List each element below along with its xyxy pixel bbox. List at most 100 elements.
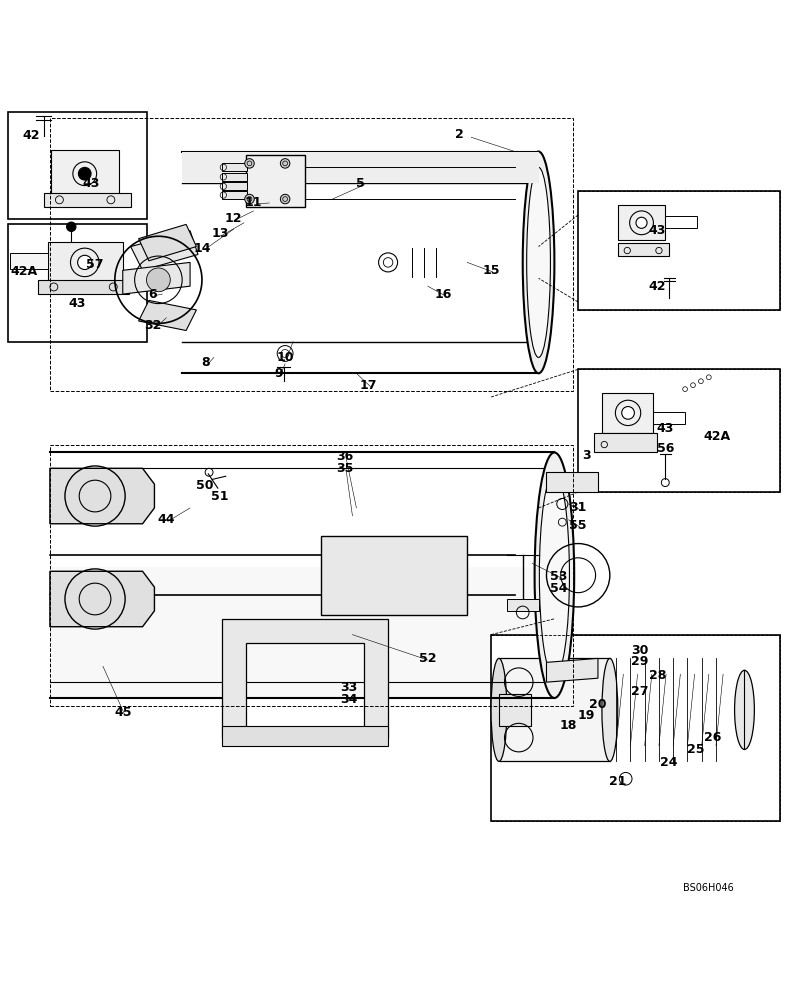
Text: 13: 13 (211, 227, 229, 240)
Text: 25: 25 (687, 743, 704, 756)
Ellipse shape (523, 152, 554, 373)
Circle shape (280, 194, 290, 204)
Text: 29: 29 (631, 655, 649, 668)
Text: 57: 57 (86, 258, 104, 271)
Text: 14: 14 (193, 242, 211, 255)
Text: 17: 17 (360, 379, 377, 392)
Bar (507, 599, 539, 611)
Text: 5: 5 (356, 177, 365, 190)
Bar (222, 163, 247, 171)
Text: 42: 42 (23, 129, 40, 142)
Polygon shape (222, 619, 388, 738)
Bar (222, 726, 388, 746)
Text: 2: 2 (455, 128, 464, 141)
Bar (618, 243, 669, 256)
Text: 54: 54 (550, 582, 567, 595)
Circle shape (622, 407, 634, 419)
Text: 45: 45 (114, 706, 131, 719)
Bar (653, 412, 685, 424)
Bar (50, 118, 573, 391)
Bar (578, 369, 780, 492)
Bar (246, 155, 305, 207)
Bar (499, 694, 531, 726)
Text: 12: 12 (225, 212, 242, 225)
Bar (10, 253, 48, 269)
Polygon shape (123, 262, 190, 294)
Bar (222, 173, 247, 181)
Ellipse shape (491, 658, 507, 761)
Text: 19: 19 (577, 709, 595, 722)
Ellipse shape (527, 167, 550, 357)
Bar (602, 393, 653, 433)
Text: 30: 30 (631, 644, 649, 657)
Bar (665, 216, 697, 228)
Text: 8: 8 (202, 356, 210, 369)
Polygon shape (50, 571, 154, 627)
Text: 36: 36 (336, 450, 353, 463)
Polygon shape (182, 152, 539, 183)
Text: 43: 43 (657, 422, 674, 435)
Bar (499, 658, 610, 761)
Bar (618, 205, 665, 240)
Bar (8, 112, 147, 219)
Text: 10: 10 (276, 351, 294, 364)
Circle shape (636, 217, 647, 228)
Ellipse shape (535, 452, 574, 698)
Bar (491, 635, 780, 821)
Text: 43: 43 (649, 224, 666, 237)
Bar (8, 224, 147, 342)
Text: 18: 18 (560, 719, 577, 732)
Bar (44, 193, 131, 207)
Circle shape (245, 159, 254, 168)
Text: 34: 34 (340, 693, 357, 706)
Polygon shape (546, 472, 598, 492)
Text: 28: 28 (649, 669, 666, 682)
Text: 15: 15 (482, 264, 500, 277)
Text: 51: 51 (211, 490, 229, 503)
Bar (594, 433, 657, 452)
Text: 53: 53 (550, 570, 567, 583)
Text: 24: 24 (661, 756, 678, 769)
Text: 16: 16 (435, 288, 452, 301)
Text: 42: 42 (649, 280, 666, 293)
Bar (51, 150, 119, 197)
Polygon shape (131, 231, 198, 270)
Circle shape (67, 222, 76, 232)
Text: 9: 9 (275, 367, 283, 380)
Text: 11: 11 (245, 196, 262, 209)
Text: BS06H046: BS06H046 (683, 883, 734, 893)
Text: 26: 26 (704, 731, 722, 744)
Text: 20: 20 (589, 698, 607, 711)
Text: 33: 33 (340, 681, 357, 694)
Text: 31: 31 (569, 501, 587, 514)
Bar (222, 182, 247, 190)
Bar (578, 191, 780, 310)
Text: 44: 44 (158, 513, 175, 526)
Polygon shape (546, 658, 598, 682)
Text: 27: 27 (631, 685, 649, 698)
Bar (38, 280, 129, 294)
Ellipse shape (735, 670, 754, 749)
Bar (50, 445, 573, 706)
Text: 42A: 42A (10, 265, 37, 278)
Text: 35: 35 (336, 462, 353, 475)
Polygon shape (50, 468, 154, 524)
Text: 43: 43 (82, 177, 100, 190)
Circle shape (280, 159, 290, 168)
Text: 43: 43 (69, 297, 86, 310)
Circle shape (78, 255, 92, 270)
Text: 52: 52 (419, 652, 436, 665)
Text: 56: 56 (657, 442, 674, 455)
Bar (48, 242, 123, 281)
Polygon shape (139, 300, 196, 331)
Text: 50: 50 (196, 479, 213, 492)
Circle shape (245, 194, 254, 204)
Polygon shape (139, 224, 196, 261)
Text: 3: 3 (582, 449, 590, 462)
Polygon shape (50, 567, 554, 698)
Circle shape (147, 268, 170, 292)
Text: 42A: 42A (703, 430, 730, 443)
Text: 32: 32 (144, 319, 162, 332)
Text: 21: 21 (609, 775, 626, 788)
Bar (222, 191, 247, 199)
